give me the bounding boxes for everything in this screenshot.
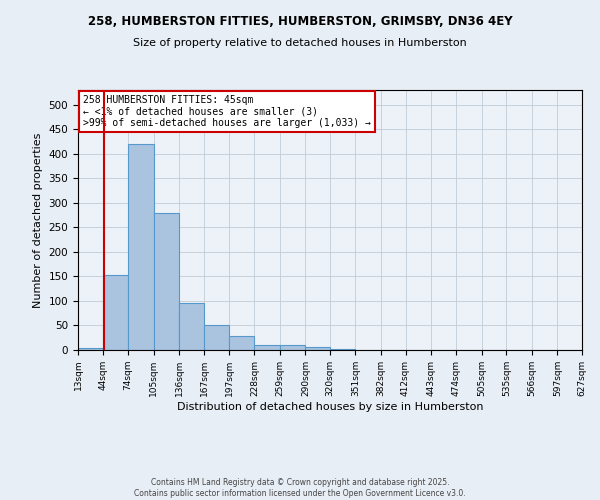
Bar: [154, 213, 179, 350]
Bar: [254, 345, 280, 350]
Bar: [128, 144, 154, 350]
Bar: [229, 336, 254, 350]
Bar: [205, 325, 229, 350]
Bar: [78, 348, 103, 350]
Bar: [280, 345, 305, 350]
Bar: [179, 303, 205, 350]
Text: Size of property relative to detached houses in Humberston: Size of property relative to detached ho…: [133, 38, 467, 48]
Text: 258, HUMBERSTON FITTIES, HUMBERSTON, GRIMSBY, DN36 4EY: 258, HUMBERSTON FITTIES, HUMBERSTON, GRI…: [88, 15, 512, 28]
X-axis label: Distribution of detached houses by size in Humberston: Distribution of detached houses by size …: [177, 402, 483, 411]
Text: 258 HUMBERSTON FITTIES: 45sqm
← <1% of detached houses are smaller (3)
>99% of s: 258 HUMBERSTON FITTIES: 45sqm ← <1% of d…: [83, 95, 371, 128]
Text: Contains HM Land Registry data © Crown copyright and database right 2025.
Contai: Contains HM Land Registry data © Crown c…: [134, 478, 466, 498]
Bar: [330, 348, 355, 350]
Bar: [103, 276, 128, 350]
Y-axis label: Number of detached properties: Number of detached properties: [33, 132, 43, 308]
Bar: [305, 347, 330, 350]
